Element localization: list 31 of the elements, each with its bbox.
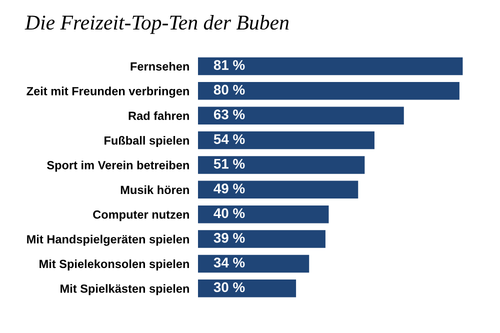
- data-label: 40 %: [214, 208, 245, 218]
- y-tick-label: Mit Spielekonsolen spielen: [40, 259, 189, 270]
- bar: [198, 82, 460, 100]
- bar: [198, 106, 404, 124]
- y-tick-label: Sport im Verein betreiben: [46, 160, 189, 172]
- data-label: 49 %: [214, 184, 245, 194]
- bar: [198, 57, 463, 76]
- data-label: 80 %: [214, 84, 245, 95]
- bar: [198, 205, 329, 224]
- bar: [198, 230, 326, 248]
- bar: [198, 280, 296, 298]
- bar: [198, 180, 358, 199]
- y-tick-label: Mit Spielkästen spielen: [60, 284, 189, 296]
- data-label: 54 %: [214, 134, 245, 144]
- y-tick-label: Fußball spielen: [104, 136, 189, 148]
- y-tick-label: Computer nutzen: [93, 210, 189, 222]
- data-label: 63 %: [214, 110, 245, 120]
- y-tick-label: Musik hören: [120, 185, 189, 194]
- data-label: 30 %: [214, 282, 245, 292]
- y-tick-label: Mit Handspielgeräten spielen: [27, 234, 189, 246]
- data-label: 39 %: [214, 232, 245, 243]
- y-tick-label: Zeit mit Freunden verbringen: [26, 86, 189, 98]
- bar: [198, 131, 374, 150]
- bar: [198, 254, 310, 273]
- chart-title: Die Freizeit-Top-Ten der Buben: [24, 14, 289, 34]
- bar: [198, 156, 365, 174]
- data-label: 51 %: [214, 158, 245, 169]
- data-label: 81 %: [214, 60, 245, 70]
- data-label: 34 %: [214, 258, 245, 268]
- y-tick-label: Rad fahren: [128, 111, 189, 120]
- y-tick-label: Fernsehen: [130, 62, 189, 71]
